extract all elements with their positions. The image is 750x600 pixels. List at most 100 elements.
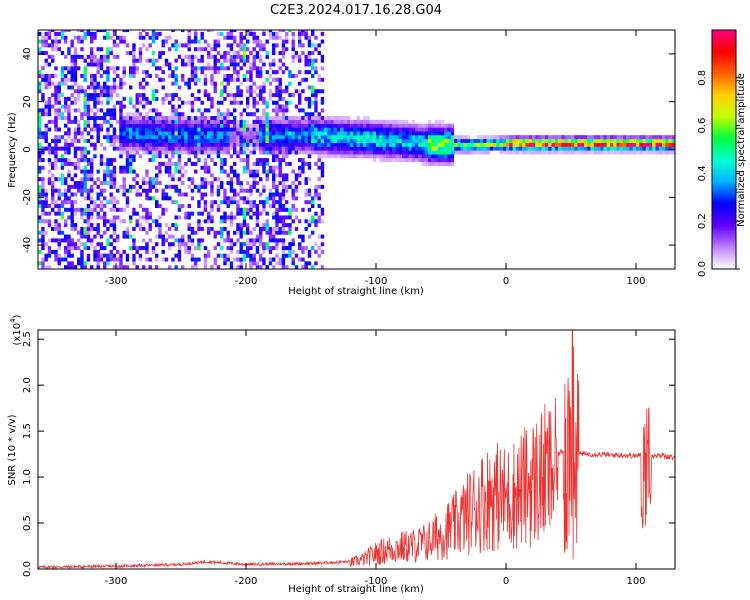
spectrogram-cell [200,150,204,155]
spectrogram-cell [142,146,146,151]
spectrogram-cell [203,116,208,121]
spectrogram-cell [246,146,250,151]
spectrogram-cell [220,119,224,124]
spectrogram-cell [229,112,234,117]
spectrogram-cell [132,73,136,78]
spectrogram-cell [444,131,448,136]
spectrogram-cell [57,226,61,231]
spectrogram-cell [356,116,360,121]
spectrogram-cell [259,226,263,231]
spectrogram-cell [187,100,191,105]
spectrogram-cell [298,108,302,113]
spectrogram-cell [54,31,58,36]
spectrogram-cell [57,100,61,105]
spectrogram-cell [239,242,243,247]
spectrogram-cell [499,142,503,147]
spectrogram-cell [200,112,204,117]
spectrogram-cell [255,85,260,90]
spectrogram-cell [278,89,282,94]
spectrogram-cell [379,138,383,143]
spectrogram-cell [291,150,295,155]
spectrogram-cell [327,142,331,147]
spectrogram-cell [538,146,542,151]
spectrogram-cell [148,150,152,155]
spectrogram-cell [320,249,325,254]
spectrogram-cell [304,226,308,231]
spectrogram-cell [103,265,107,269]
spectrogram-cell [395,135,399,140]
spectrogram-cell [122,177,126,182]
spectrogram-cell [216,43,221,48]
spectrogram-cell [96,135,100,140]
spectrogram-cell [184,150,188,155]
spectrogram-cell [346,146,351,151]
spectrogram-cell [385,127,390,132]
spectrogram-cell [288,127,292,132]
spectrogram-cell [177,192,182,197]
spectrogram-cell [502,142,507,147]
spectrogram-cell [229,211,234,216]
spectrogram-cell [148,238,152,243]
spectrogram-cell [278,93,282,98]
spectrogram-cell [216,184,221,189]
spectrogram-cell [255,211,260,216]
spectrogram-cell [158,54,162,59]
spectrogram-cell [148,58,152,63]
spectrogram-cell [450,146,455,151]
spectrogram-cell [151,93,156,98]
spectrogram-cell [187,77,191,82]
spectrogram-cell [67,127,71,132]
spectrogram-cell [480,146,484,151]
spectrogram-cell [77,89,81,94]
spectrogram-cell [112,200,117,205]
spectrogram-cell [467,146,471,151]
spectrogram-cell [190,177,195,182]
spectrogram-cell [64,123,68,128]
spectrogram-cell [291,35,295,40]
spectrogram-cell [106,169,110,174]
spectrogram-cell [207,96,211,101]
spectrogram-cell [158,77,162,82]
spectrogram-cell [307,100,312,105]
spectrogram-cell [642,135,646,140]
spectrogram-cell [278,257,282,262]
spectrogram-cell [252,161,256,166]
spectrogram-cell [385,146,390,151]
spectrogram-cell [67,47,71,52]
spectrogram-cell [67,96,71,101]
spectrogram-cell [288,123,292,128]
spectrogram-cell [158,138,162,143]
spectrogram-cell [41,112,45,117]
spectrogram-cell [122,265,126,269]
spectrogram-cell [428,154,432,159]
spectrogram-cell [421,150,425,155]
spectrogram-cell [51,192,55,197]
spectrogram-cell [164,96,169,101]
spectrogram-cell [252,150,256,155]
spectrogram-cell [164,230,169,235]
spectrogram-cell [64,146,68,151]
spectrogram-cell [281,265,286,269]
spectrogram-cell [151,119,156,124]
spectrogram-cell [385,131,390,136]
spectrogram-cell [51,146,55,151]
spectrogram-cell [142,207,146,212]
spectrogram-cell [272,158,276,163]
spectrogram-cell [314,89,318,94]
spectrogram-cell [434,119,438,124]
spectrogram-cell [80,30,84,33]
spectrogram-cell [259,54,263,59]
spectrogram-cell [642,146,646,151]
spectrogram-cell [285,150,289,155]
spectrogram-cell [194,35,198,40]
spectrogram-cell [148,138,152,143]
spectrogram-cell [525,150,529,155]
spectrogram-cell [418,138,422,143]
spectrogram-cell [96,131,100,136]
spectrogram-cell [70,77,74,82]
spectrogram-cell [112,108,117,113]
spectrogram-cell [385,119,390,124]
spectrogram-cell [298,257,302,262]
spectrogram-cell [174,238,178,243]
spectrogram-cell [262,138,266,143]
